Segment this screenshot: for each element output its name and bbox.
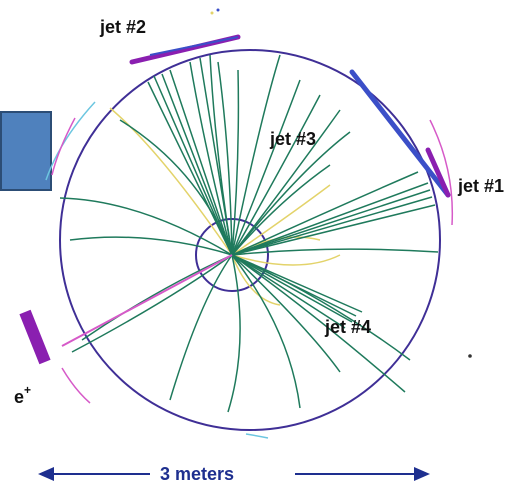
positron-label-sup: + (24, 383, 31, 397)
speck-mark-2 (210, 11, 214, 15)
positron-calorimeter-bar (19, 309, 51, 365)
outer-arc-bottom-cyan (245, 433, 269, 439)
jet1-calorimeter-bar (349, 69, 451, 198)
scale-bar: 3 meters (38, 464, 430, 484)
positron-track (61, 254, 233, 347)
speck-mark (468, 354, 472, 358)
outer-arc-right-pink (429, 119, 454, 226)
jet1-label: jet #1 (457, 176, 504, 196)
outer-arc-left-cyan (45, 101, 96, 181)
scale-arrow-right-head (414, 467, 430, 481)
outer-arc-bottom-left-pink (61, 367, 91, 404)
detector-outer-circle (59, 49, 441, 431)
jet2-calorimeter-bar-blue (149, 36, 239, 56)
positron-label: e+ (14, 383, 31, 407)
vertex-inner-circle (195, 218, 269, 292)
scale-label: 3 meters (160, 464, 234, 484)
scale-arrow-left-head (38, 467, 54, 481)
jet3-label: jet #3 (269, 129, 316, 149)
speck-mark-3 (216, 8, 220, 12)
positron-label-base: e (14, 387, 24, 407)
outer-arc-left-pink (51, 117, 76, 176)
jet1-calorimeter-bar-purple (425, 147, 451, 198)
jet4-label: jet #4 (324, 317, 371, 337)
blue-rectangle (0, 111, 52, 191)
charged-tracks (59, 54, 439, 413)
jet2-label: jet #2 (99, 17, 146, 37)
